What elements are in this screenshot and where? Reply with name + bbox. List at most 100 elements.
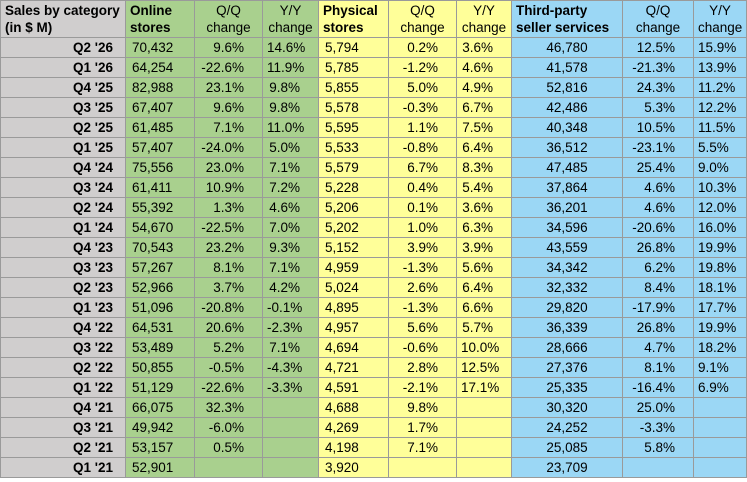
third-party-qq-cell: -3.3% — [622, 417, 694, 438]
online-qq-cell: -22.5% — [194, 217, 263, 238]
quarter-label: Q3 '21 — [0, 417, 126, 438]
physical-yy-cell: 8.3% — [456, 157, 512, 178]
online-sales-cell: 51,129 — [125, 377, 195, 398]
online-yy-cell: 5.0% — [262, 137, 319, 158]
third-party-yy-cell: 18.2% — [693, 337, 747, 358]
third-party-sales-cell: 25,335 — [511, 377, 623, 398]
online-sales-cell: 54,670 — [125, 217, 195, 238]
online-qq-cell: -22.6% — [194, 377, 263, 398]
online-yy-cell: 7.2% — [262, 177, 319, 198]
third-party-sales-cell: 37,864 — [511, 177, 623, 198]
online-yy-cell: 4.6% — [262, 197, 319, 218]
physical-yy-cell: 6.3% — [456, 217, 512, 238]
online-qq-cell: 8.1% — [194, 257, 263, 278]
third-party-yy-cell: 17.7% — [693, 297, 747, 318]
online-yy-cell: 9.8% — [262, 77, 319, 98]
online-qq-cell: 5.2% — [194, 337, 263, 358]
third-party-qq-cell: 12.5% — [622, 37, 694, 58]
online-yy-cell: 7.1% — [262, 337, 319, 358]
online-sales-cell: 53,489 — [125, 337, 195, 358]
physical-qq-cell: 5.6% — [388, 317, 457, 338]
quarter-label: Q4 '24 — [0, 157, 126, 178]
online-sales-cell: 66,075 — [125, 397, 195, 418]
third-party-qq-cell: -17.9% — [622, 297, 694, 318]
third-party-yy-cell: 9.1% — [693, 357, 747, 378]
third-party-sales-cell: 40,348 — [511, 117, 623, 138]
online-yy-cell: -2.3% — [262, 317, 319, 338]
header-third-yy: Y/Y change — [693, 0, 747, 38]
third-party-sales-cell: 27,376 — [511, 357, 623, 378]
online-qq-cell: 23.1% — [194, 77, 263, 98]
physical-qq-cell: -1.3% — [388, 257, 457, 278]
header-online-stores: Online stores — [125, 0, 195, 38]
third-party-sales-cell: 32,332 — [511, 277, 623, 298]
table-row: Q3 '24 61,411 10.9% 7.2% 5,228 0.4% 5.4% 37,864… — [0, 177, 747, 198]
physical-sales-cell: 5,533 — [318, 137, 389, 158]
table-row: Q4 '22 64,531 20.6% -2.3% 4,957 5.6% 5.7% 36,33… — [0, 317, 747, 338]
online-qq-cell: -24.0% — [194, 137, 263, 158]
third-party-qq-cell: 26.8% — [622, 317, 694, 338]
physical-sales-cell: 5,024 — [318, 277, 389, 298]
quarter-label: Q4 '21 — [0, 397, 126, 418]
online-qq-cell: 23.0% — [194, 157, 263, 178]
third-party-sales-cell: 46,780 — [511, 37, 623, 58]
table-row: Q2 '23 52,966 3.7% 4.2% 5,024 2.6% 6.4% 32,332 8… — [0, 277, 747, 298]
physical-qq-cell: 7.1% — [388, 437, 457, 458]
third-party-yy-cell: 9.0% — [693, 157, 747, 178]
online-sales-cell: 49,942 — [125, 417, 195, 438]
online-yy-cell: -3.3% — [262, 377, 319, 398]
third-party-qq-cell: 8.1% — [622, 357, 694, 378]
table-row: Q4 '24 75,556 23.0% 7.1% 5,579 6.7% 8.3% 47,485… — [0, 157, 747, 178]
header-label: Sales by category (in $ M) — [0, 0, 126, 38]
physical-qq-cell: -0.6% — [388, 337, 457, 358]
physical-yy-cell: 5.7% — [456, 317, 512, 338]
physical-yy-cell: 12.5% — [456, 357, 512, 378]
online-sales-cell: 53,157 — [125, 437, 195, 458]
physical-yy-cell: 3.9% — [456, 237, 512, 258]
third-party-qq-cell: 25.0% — [622, 397, 694, 418]
online-yy-cell: 7.1% — [262, 257, 319, 278]
physical-yy-cell: 6.4% — [456, 137, 512, 158]
physical-sales-cell: 4,198 — [318, 437, 389, 458]
physical-yy-cell — [456, 457, 512, 478]
online-qq-cell: 7.1% — [194, 117, 263, 138]
physical-sales-cell: 5,202 — [318, 217, 389, 238]
physical-sales-cell: 4,959 — [318, 257, 389, 278]
online-yy-cell: 9.3% — [262, 237, 319, 258]
third-party-qq-cell: 24.3% — [622, 77, 694, 98]
online-sales-cell: 64,254 — [125, 57, 195, 78]
online-qq-cell: -0.5% — [194, 357, 263, 378]
table-row: Q3 '22 53,489 5.2% 7.1% 4,694 -0.6% 10.0% 28,66… — [0, 337, 747, 358]
third-party-sales-cell: 36,201 — [511, 197, 623, 218]
physical-qq-cell: 6.7% — [388, 157, 457, 178]
quarter-label: Q1 '26 — [0, 57, 126, 78]
physical-qq-cell: 5.0% — [388, 77, 457, 98]
online-qq-cell: -6.0% — [194, 417, 263, 438]
third-party-yy-cell: 11.2% — [693, 77, 747, 98]
physical-sales-cell: 4,688 — [318, 397, 389, 418]
table-row: Q1 '21 52,901 3,920 23,709 — [0, 457, 747, 478]
third-party-qq-cell: 5.8% — [622, 437, 694, 458]
header-online-qq: Q/Q change — [194, 0, 263, 38]
table-row: Q1 '25 57,407 -24.0% 5.0% 5,533 -0.8% 6.4% 36,5… — [0, 137, 747, 158]
third-party-qq-cell: 6.2% — [622, 257, 694, 278]
third-party-yy-cell: 13.9% — [693, 57, 747, 78]
physical-qq-cell: 1.1% — [388, 117, 457, 138]
online-yy-cell — [262, 437, 319, 458]
online-sales-cell: 52,901 — [125, 457, 195, 478]
third-party-qq-cell: 10.5% — [622, 117, 694, 138]
online-qq-cell: -20.8% — [194, 297, 263, 318]
physical-qq-cell: 0.4% — [388, 177, 457, 198]
online-sales-cell: 50,855 — [125, 357, 195, 378]
physical-sales-cell: 3,920 — [318, 457, 389, 478]
online-yy-cell: -0.1% — [262, 297, 319, 318]
physical-yy-cell: 10.0% — [456, 337, 512, 358]
physical-yy-cell: 6.6% — [456, 297, 512, 318]
header-physical-qq: Q/Q change — [388, 0, 457, 38]
online-sales-cell: 75,556 — [125, 157, 195, 178]
third-party-yy-cell: 19.9% — [693, 317, 747, 338]
quarter-label: Q3 '23 — [0, 257, 126, 278]
online-sales-cell: 51,096 — [125, 297, 195, 318]
third-party-qq-cell: 4.6% — [622, 177, 694, 198]
online-yy-cell: 14.6% — [262, 37, 319, 58]
